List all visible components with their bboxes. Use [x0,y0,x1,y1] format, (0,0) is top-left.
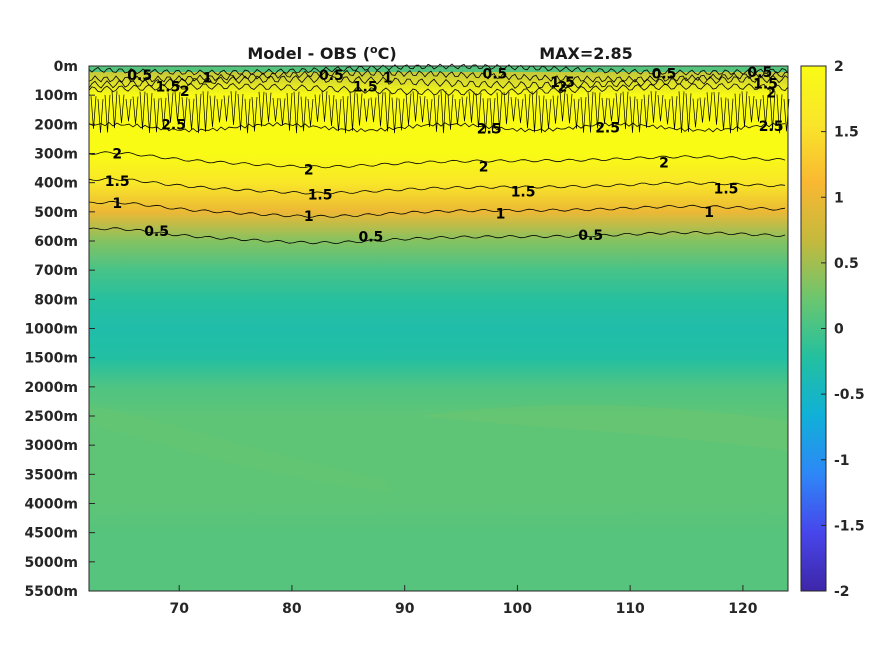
colorbar-tick-label: 1 [834,190,844,206]
y-tick-label: 0m [54,59,78,75]
x-tick-label: 80 [282,601,302,617]
contour-label: 1 [304,209,314,225]
contour-label: 0.5 [358,230,383,246]
chart-title: Model - OBS (oC) [247,43,396,63]
contour-label: 2.5 [161,117,186,133]
contour-label: 2 [112,147,122,163]
contour-label: 1 [112,196,122,212]
contour-line [88,227,786,245]
contour-label: 2.5 [477,122,502,138]
contour-label: 0.5 [482,66,507,82]
y-tick-label: 2000m [24,380,78,396]
y-tick-label: 600m [34,234,78,250]
contour-label: 0.5 [578,228,603,244]
contour-line [90,91,790,134]
contour-label: 1.5 [714,182,739,198]
colorbar-tick-label: 2 [834,59,844,75]
y-tick-label: 200m [34,117,78,133]
max-label: MAX=2.85 [539,44,633,63]
x-tick-label: 100 [503,601,532,617]
contour-line [88,200,786,218]
contour-label: 0.5 [319,68,344,84]
contour-label: 1 [496,206,506,222]
x-axis: 70 80 90 100 110 120 [169,585,758,617]
y-tick-label: 4000m [24,497,78,513]
colorbar-tick-label: 0 [834,322,844,338]
y-tick-label: 1000m [24,322,78,338]
contour-label: 1 [203,71,213,87]
contour-label: 1.5 [550,75,575,91]
contour-label: 1 [704,205,714,221]
x-tick-label: 110 [616,601,645,617]
deep-water-shade [419,405,788,451]
contour-lines [88,63,790,245]
y-tick-label: 4500m [24,526,78,542]
surface-layer [89,66,788,72]
colorbar-tick-label: -0.5 [834,387,865,403]
y-tick-label: 2500m [24,409,78,425]
y-tick-label: 3000m [24,438,78,454]
deep-water-shade [89,404,389,492]
contour-label: 2 [558,79,568,95]
contour-line [88,177,786,195]
y-tick-label: 500m [34,205,78,221]
colorbar-tick-label: -2 [834,584,850,600]
contour-label: 2 [180,84,190,100]
y-axis: 0m 100m 200m 300m 400m 500m 600m 700m 800m 1000m 1… [24,59,95,600]
contour-label: 1.5 [155,79,180,95]
contour-line [88,75,789,89]
contour-label: 0.5 [652,66,677,82]
title-group: Model - OBS (oC) MAX=2.85 [247,43,632,63]
colorbar-tick-label: 0.5 [834,256,859,272]
contour-label: 1.5 [753,77,778,93]
contour-label: 2.5 [595,120,620,136]
y-tick-label: 100m [34,88,78,104]
contour-label: 1 [383,71,393,87]
y-tick-label: 1500m [24,351,78,367]
contour-label: 2 [659,155,669,171]
colorbar: 2 1.5 1 0.5 0 -0.5 -1 -1.5 -2 [800,59,865,600]
contour-label: 0.5 [747,65,772,81]
x-tick-label: 90 [395,601,415,617]
plot-area [89,66,788,591]
contour-labels: 22 2 21.51.5 1.5 1.511 1 10.5 0.5 0.50.5 0.5 0.5 0.… [105,65,784,246]
y-tick-label: 700m [34,263,78,279]
contour-line [88,69,789,83]
contour-label: 0.5 [144,224,169,240]
contour-line [88,82,789,96]
contour-label: 2 [766,85,776,101]
temperature-difference-field [89,66,788,591]
contour-label: 2.5 [759,119,784,135]
contour-label: 1.5 [353,79,378,95]
contour-line [88,121,786,133]
y-tick-label: 3500m [24,467,78,483]
contour-label: 2 [304,163,314,179]
colorbar-tick-label: 1.5 [834,125,859,141]
y-tick-label: 5000m [24,555,78,571]
colorbar-tick-label: -1.5 [834,518,865,534]
contour-line [88,151,786,169]
contour-label: 1.5 [105,174,130,190]
x-tick-label: 120 [728,601,757,617]
contour-label: 1.5 [511,184,536,200]
y-tick-label: 800m [34,292,78,308]
y-tick-label: 5500m [24,584,78,600]
contour-label: 1.5 [308,187,333,203]
colorbar-tick-label: -1 [834,453,850,469]
y-tick-label: 300m [34,147,78,163]
contour-label: 0.5 [127,68,152,84]
x-tick-label: 70 [169,601,189,617]
y-tick-label: 400m [34,176,78,192]
contour-label: 2 [479,160,489,176]
